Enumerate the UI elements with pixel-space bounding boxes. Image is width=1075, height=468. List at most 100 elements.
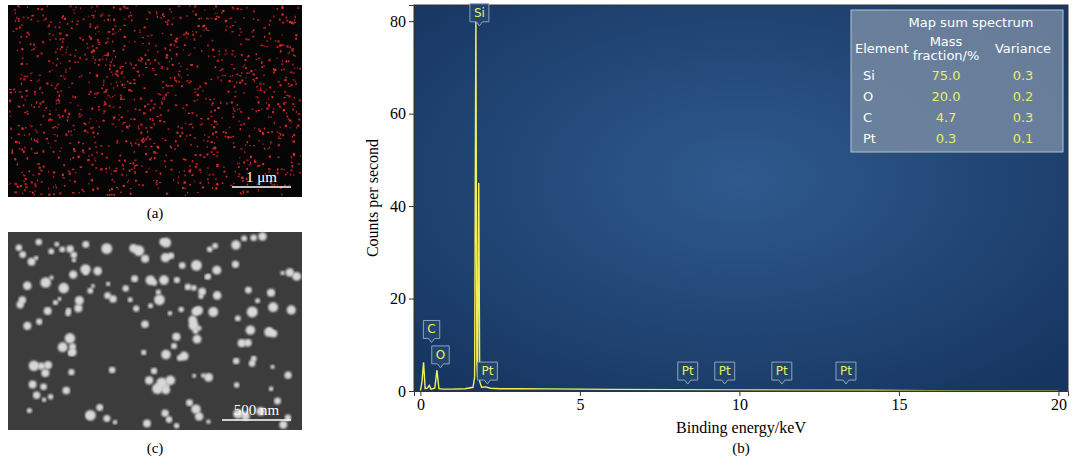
particle	[109, 295, 116, 302]
map-dot	[42, 101, 44, 103]
map-dot	[97, 133, 99, 135]
map-dot	[289, 21, 291, 23]
map-dot	[191, 112, 193, 114]
particle	[49, 275, 53, 279]
map-dot	[221, 69, 222, 70]
map-dot	[240, 148, 242, 149]
map-dot	[292, 108, 294, 110]
map-dot	[30, 43, 32, 45]
map-dot	[281, 7, 283, 9]
map-dot	[31, 148, 33, 150]
map-dot	[157, 16, 158, 18]
map-dot	[244, 83, 246, 84]
map-dot	[38, 79, 40, 80]
map-dot	[288, 83, 290, 84]
map-dot	[222, 182, 224, 184]
map-dot	[115, 168, 117, 170]
map-dot	[82, 190, 84, 192]
map-dot	[147, 136, 148, 138]
map-dot	[57, 135, 58, 137]
map-dot	[219, 70, 221, 71]
map-dot	[144, 105, 146, 107]
map-dot	[238, 121, 240, 122]
map-dot	[127, 110, 128, 112]
map-dot	[59, 27, 61, 29]
map-dot	[100, 168, 102, 170]
map-dot	[245, 38, 247, 40]
map-dot	[194, 39, 195, 41]
particle	[168, 311, 173, 316]
map-dot	[215, 131, 217, 133]
map-dot	[274, 69, 276, 71]
map-dot	[78, 156, 80, 158]
figure: 1 μm(a)500 nm(c)05101520020406080Binding…	[0, 0, 1075, 468]
map-dot	[102, 58, 103, 60]
map-dot	[135, 64, 137, 66]
tick: 80	[390, 13, 414, 30]
map-dot	[56, 64, 57, 66]
map-dot	[74, 181, 76, 183]
map-dot	[16, 191, 17, 193]
map-dot	[231, 64, 233, 65]
map-dot	[134, 172, 136, 173]
map-dot	[214, 109, 216, 111]
map-dot	[130, 90, 132, 92]
map-dot	[69, 68, 71, 70]
map-dot	[264, 148, 265, 150]
map-dot	[249, 164, 251, 165]
table-background	[851, 10, 1063, 152]
map-dot	[269, 156, 271, 158]
map-dot	[205, 98, 206, 100]
map-dot	[35, 185, 37, 187]
map-dot	[138, 125, 139, 127]
map-dot	[182, 108, 184, 109]
map-dot	[57, 83, 59, 84]
map-dot	[89, 155, 90, 157]
map-dot	[57, 99, 59, 101]
map-dot	[241, 79, 243, 81]
map-dot	[211, 111, 212, 112]
map-dot	[113, 171, 114, 172]
map-dot	[112, 74, 113, 75]
map-dot	[255, 69, 257, 70]
particle	[16, 245, 23, 252]
map-dot	[129, 125, 130, 127]
map-dot	[221, 69, 223, 71]
particle	[128, 297, 133, 302]
map-dot	[10, 92, 12, 94]
map-dot	[19, 148, 21, 149]
map-dot	[144, 27, 146, 29]
map-dot	[186, 32, 188, 34]
particle	[44, 307, 52, 315]
map-dot	[174, 76, 175, 78]
map-dot	[118, 119, 119, 121]
map-dot	[171, 23, 173, 25]
map-dot	[230, 185, 232, 186]
map-dot	[106, 98, 107, 99]
map-dot	[217, 60, 219, 62]
map-dot	[199, 182, 201, 184]
tick-label: 20	[1051, 396, 1067, 413]
map-dot	[256, 86, 258, 87]
map-dot	[120, 81, 121, 82]
map-dot	[55, 184, 56, 186]
tick-label: 60	[390, 105, 406, 122]
map-dot	[64, 111, 66, 113]
map-dot	[258, 128, 260, 130]
map-dot	[230, 137, 232, 139]
scale-bar-label: 1 μm	[246, 169, 277, 185]
map-dot	[98, 31, 100, 32]
particle	[206, 419, 210, 423]
table-title: Map sum spectrum	[909, 15, 1034, 30]
map-dot	[120, 97, 122, 98]
map-dot	[178, 6, 180, 7]
map-dot	[49, 113, 51, 115]
map-dot	[88, 16, 90, 17]
peak-label: Pt	[836, 362, 856, 384]
map-dot	[178, 71, 180, 72]
particle	[284, 372, 291, 379]
map-dot	[79, 57, 81, 59]
map-dot	[293, 79, 295, 81]
map-dot	[278, 81, 280, 83]
map-dot	[268, 98, 269, 100]
